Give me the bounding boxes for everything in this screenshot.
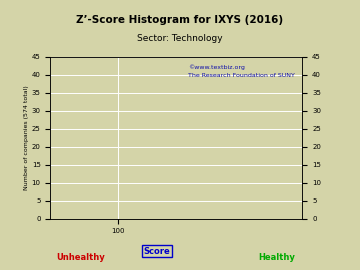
Text: Healthy: Healthy	[258, 253, 295, 262]
Text: Unhealthy: Unhealthy	[56, 253, 104, 262]
Text: Score: Score	[143, 247, 170, 256]
Text: Z’-Score Histogram for IXYS (2016): Z’-Score Histogram for IXYS (2016)	[76, 15, 284, 25]
Y-axis label: Number of companies (574 total): Number of companies (574 total)	[24, 85, 29, 190]
Text: ©www.textbiz.org: ©www.textbiz.org	[188, 64, 245, 70]
Text: The Research Foundation of SUNY: The Research Foundation of SUNY	[188, 73, 295, 78]
Text: Sector: Technology: Sector: Technology	[137, 34, 223, 43]
